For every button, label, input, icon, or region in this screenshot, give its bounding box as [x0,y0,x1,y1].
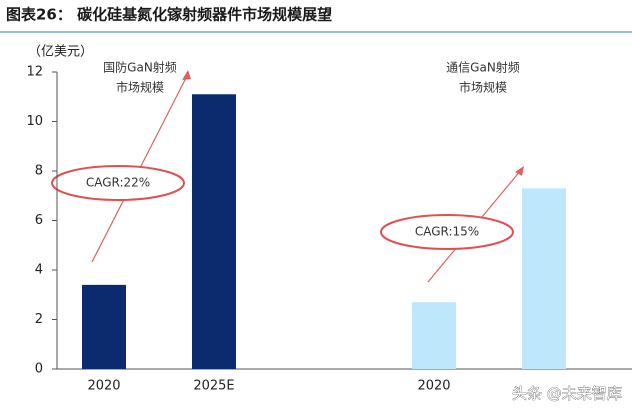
y-tick-label: 2 [35,312,43,327]
bar [192,94,236,370]
y-tick-label: 12 [26,65,43,80]
annotation: CAGR:15% [415,225,479,239]
watermark: 头条 @未来智库 [512,385,622,403]
annotation: CAGR:22% [86,176,150,190]
x-tick-label: 2020 [87,379,120,394]
x-tick-label: 2020 [417,379,450,394]
y-tick-label: 8 [35,164,43,179]
annotation: 通信GaN射频 [446,60,520,75]
bar [412,302,456,369]
annotation: 市场规模 [116,80,164,95]
y-tick-label: 6 [35,213,43,228]
y-tick-label: 4 [35,263,43,278]
arrow-head [515,166,524,176]
ellipse [51,165,185,201]
y-axis-label: （亿美元） [28,45,93,60]
bar [82,284,126,369]
y-tick-label: 10 [26,114,43,129]
annotation: 国防GaN射频 [103,60,177,75]
annotation: 市场规模 [459,80,507,95]
chart-title: 图表26： 碳化硅基氮化镓射频器件市场规模展望 [6,6,332,24]
x-tick-label: 2025E [193,379,234,394]
ellipse [380,214,514,250]
bar [522,188,566,369]
arrow-head [182,70,191,80]
y-tick-label: 0 [35,362,43,377]
